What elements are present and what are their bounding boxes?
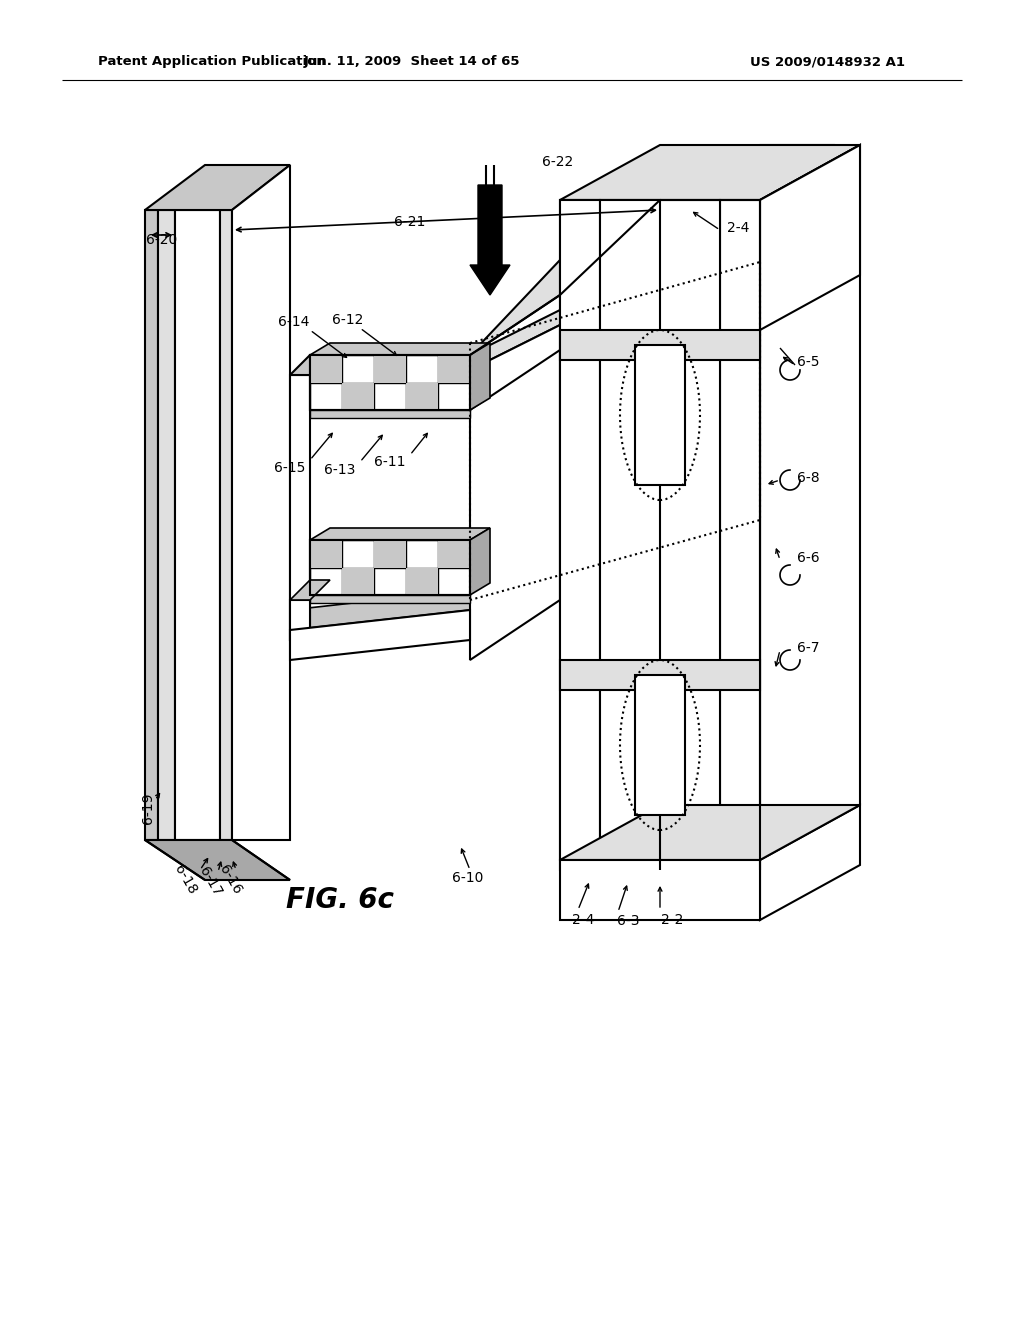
Text: Jun. 11, 2009  Sheet 14 of 65: Jun. 11, 2009 Sheet 14 of 65: [304, 55, 520, 69]
Polygon shape: [290, 355, 330, 375]
Text: Patent Application Publication: Patent Application Publication: [98, 55, 326, 69]
Polygon shape: [660, 145, 835, 201]
Polygon shape: [560, 201, 660, 870]
Polygon shape: [438, 355, 470, 383]
Polygon shape: [310, 528, 490, 540]
Polygon shape: [158, 210, 175, 840]
Text: 6-3: 6-3: [616, 913, 639, 928]
Text: 6-22: 6-22: [543, 154, 573, 169]
Polygon shape: [560, 145, 860, 201]
Polygon shape: [374, 355, 406, 383]
Text: US 2009/0148932 A1: US 2009/0148932 A1: [750, 55, 905, 69]
Polygon shape: [560, 861, 760, 920]
Polygon shape: [290, 590, 470, 630]
Polygon shape: [310, 411, 470, 418]
Polygon shape: [560, 201, 600, 861]
Text: 6-21: 6-21: [394, 215, 426, 228]
Polygon shape: [406, 568, 438, 595]
Polygon shape: [374, 540, 406, 568]
Text: 6-6: 6-6: [797, 550, 819, 565]
Text: 6-11: 6-11: [374, 455, 406, 469]
Text: 6-12: 6-12: [333, 313, 364, 327]
Text: 6-13: 6-13: [325, 463, 355, 477]
Text: 6-19: 6-19: [141, 792, 155, 824]
Text: 6-8: 6-8: [797, 471, 819, 484]
Polygon shape: [470, 343, 490, 411]
Polygon shape: [145, 165, 290, 210]
Polygon shape: [600, 330, 720, 360]
Text: 2-2: 2-2: [660, 913, 683, 927]
Polygon shape: [470, 185, 510, 294]
Polygon shape: [290, 579, 330, 601]
Text: 6-17: 6-17: [196, 865, 224, 899]
Polygon shape: [290, 375, 310, 640]
Polygon shape: [560, 330, 760, 360]
Text: FIG. 6c: FIG. 6c: [286, 886, 394, 913]
Polygon shape: [470, 280, 620, 370]
Text: 6-5: 6-5: [797, 355, 819, 370]
Polygon shape: [175, 210, 220, 840]
Polygon shape: [470, 294, 620, 411]
Text: 6-15: 6-15: [274, 461, 306, 475]
Polygon shape: [310, 540, 342, 568]
Polygon shape: [635, 675, 685, 814]
Polygon shape: [470, 201, 660, 355]
Polygon shape: [232, 165, 290, 840]
Text: 2-4: 2-4: [727, 220, 750, 235]
Polygon shape: [760, 805, 860, 920]
Polygon shape: [560, 805, 860, 861]
Polygon shape: [310, 595, 470, 603]
Polygon shape: [660, 201, 760, 870]
Polygon shape: [635, 345, 685, 484]
Polygon shape: [720, 201, 760, 861]
Text: 6-7: 6-7: [797, 642, 819, 655]
Polygon shape: [145, 210, 158, 840]
Polygon shape: [470, 350, 560, 660]
Text: 6-14: 6-14: [279, 315, 309, 329]
Text: 6-16: 6-16: [216, 863, 244, 898]
Polygon shape: [760, 145, 835, 870]
Polygon shape: [406, 383, 438, 411]
Polygon shape: [342, 568, 374, 595]
Polygon shape: [290, 610, 470, 660]
Polygon shape: [220, 210, 232, 840]
Polygon shape: [600, 660, 720, 690]
Polygon shape: [310, 540, 470, 595]
Polygon shape: [342, 383, 374, 411]
Text: 6-10: 6-10: [453, 871, 483, 884]
Text: 6-20: 6-20: [146, 234, 177, 247]
Polygon shape: [438, 540, 470, 568]
Polygon shape: [760, 145, 860, 861]
Polygon shape: [310, 355, 470, 411]
Text: 2-4: 2-4: [571, 913, 594, 927]
Text: 6-18: 6-18: [171, 863, 199, 898]
Polygon shape: [560, 660, 760, 690]
Polygon shape: [470, 528, 490, 595]
Polygon shape: [290, 601, 310, 640]
Polygon shape: [145, 840, 290, 880]
Polygon shape: [600, 201, 720, 861]
Polygon shape: [310, 355, 342, 383]
Polygon shape: [760, 145, 860, 330]
Polygon shape: [310, 343, 490, 355]
